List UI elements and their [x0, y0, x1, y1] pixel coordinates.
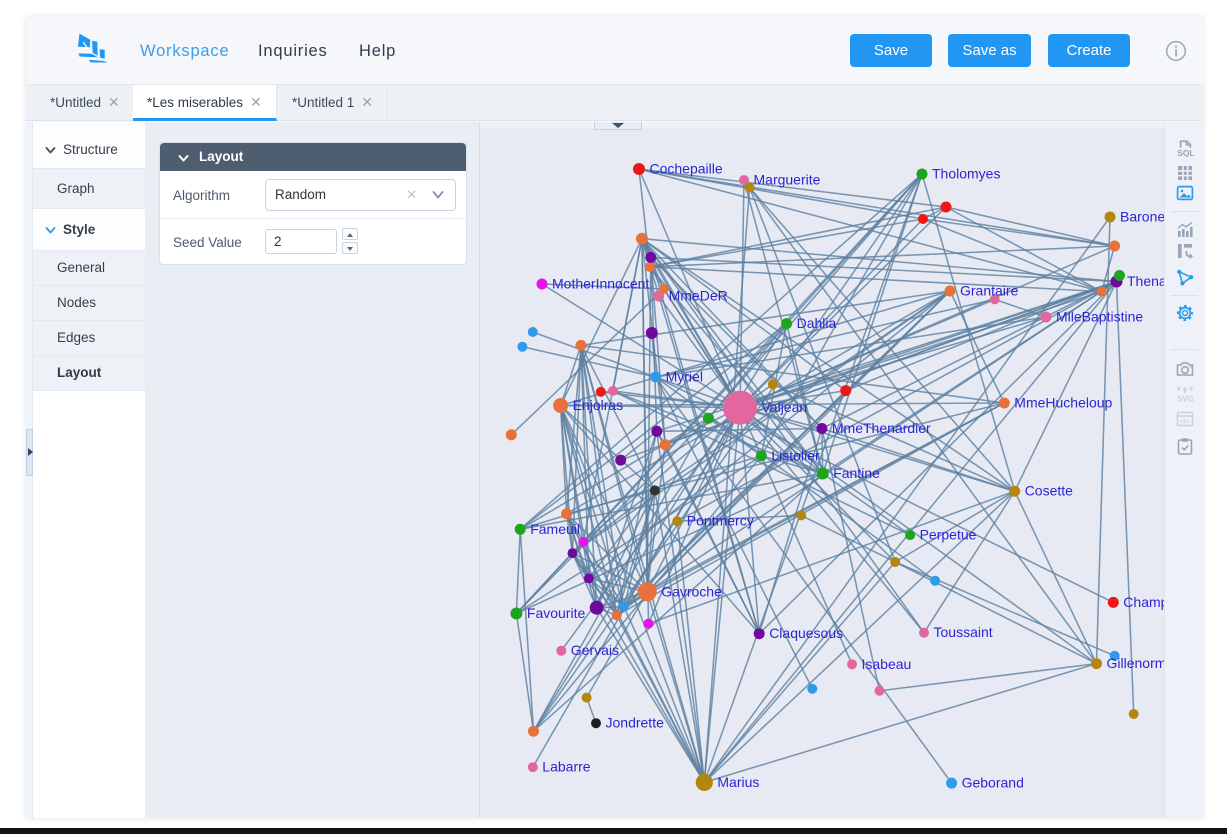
svg-text:</>: </>: [1180, 419, 1190, 426]
svg-text:MotherInnocent: MotherInnocent: [552, 276, 649, 292]
svg-text:SQL: SQL: [1177, 148, 1194, 157]
svg-text:Fantine: Fantine: [833, 465, 880, 481]
svg-text:Grantaire: Grantaire: [960, 283, 1019, 299]
svg-text:Jondrette: Jondrette: [606, 715, 665, 731]
svg-text:Champtercier: Champtercier: [1123, 594, 1164, 610]
svg-text:MmeDeR: MmeDeR: [669, 288, 728, 304]
svg-text:Cosette: Cosette: [1025, 483, 1073, 499]
svg-text:Marguerite: Marguerite: [754, 172, 821, 188]
svg-text:SVG: SVG: [1177, 395, 1194, 404]
svg-text:Toussaint: Toussaint: [934, 624, 993, 640]
svg-text:Marius: Marius: [717, 774, 759, 790]
svg-text:Isabeau: Isabeau: [862, 656, 912, 672]
svg-text:Enjolras: Enjolras: [573, 397, 624, 413]
svg-text:Gavroche: Gavroche: [661, 583, 722, 599]
svg-text:Claquesous: Claquesous: [769, 625, 843, 641]
svg-text:Listolier: Listolier: [771, 447, 820, 463]
svg-text:MlleBaptistine: MlleBaptistine: [1056, 309, 1143, 325]
svg-text:Perpetue: Perpetue: [920, 527, 977, 543]
svg-text:Geborand: Geborand: [962, 775, 1024, 791]
svg-text:Dahlia: Dahlia: [797, 315, 837, 331]
svg-text:MmeHucheloup: MmeHucheloup: [1014, 395, 1112, 411]
svg-text:MmeThenardier: MmeThenardier: [832, 420, 931, 436]
svg-text:Pontmercy: Pontmercy: [687, 513, 754, 529]
svg-text:Myriel: Myriel: [666, 369, 703, 385]
svg-text:Favourite: Favourite: [527, 605, 586, 621]
svg-text:Tholomyes: Tholomyes: [932, 166, 1000, 182]
svg-text:Cochepaille: Cochepaille: [650, 161, 723, 177]
svg-text:Gillenormand: Gillenormand: [1107, 655, 1165, 671]
svg-text:BaronessT: BaronessT: [1120, 209, 1164, 225]
svg-text:Labarre: Labarre: [542, 759, 590, 775]
svg-text:Gervais: Gervais: [571, 642, 619, 658]
svg-text:Thenardier: Thenardier: [1127, 273, 1164, 289]
svg-text:Fameuil: Fameuil: [530, 521, 580, 537]
svg-text:Valjean: Valjean: [762, 399, 808, 415]
